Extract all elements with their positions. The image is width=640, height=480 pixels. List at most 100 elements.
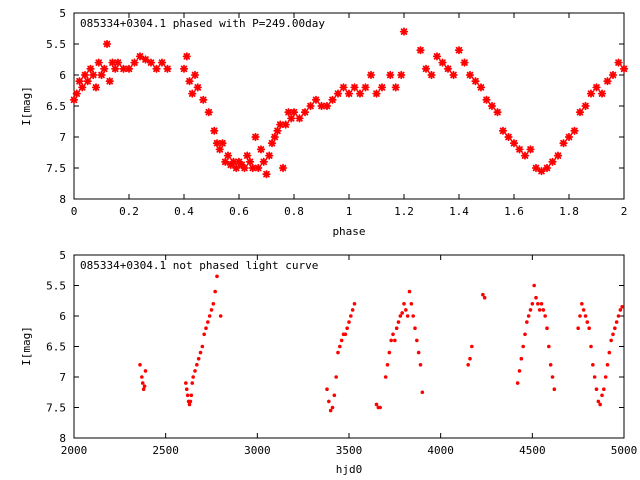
data-point <box>385 363 390 367</box>
data-point <box>548 157 557 166</box>
y-tick-label: 7.5 <box>46 162 66 175</box>
data-point <box>191 375 195 379</box>
data-point <box>416 350 421 355</box>
data-point <box>213 289 217 294</box>
data-point <box>325 387 329 392</box>
data-point <box>300 108 310 117</box>
data-point <box>332 393 337 398</box>
data-point <box>306 101 315 111</box>
x-tick-label: 2500 <box>152 444 179 457</box>
data-point <box>598 402 602 407</box>
data-point <box>262 170 271 179</box>
data-point <box>420 390 425 395</box>
data-point <box>223 151 233 160</box>
data-point <box>199 95 208 104</box>
data-point <box>345 326 349 331</box>
data-point <box>402 302 406 306</box>
data-point <box>581 101 590 111</box>
x-axis-label: phase <box>332 225 365 238</box>
data-point <box>537 308 542 312</box>
data-point <box>215 274 219 279</box>
x-tick-label: 1 <box>346 205 353 218</box>
data-point <box>204 326 208 331</box>
data-point <box>295 114 304 123</box>
data-point <box>543 314 547 318</box>
y-tick-label: 6 <box>59 310 66 323</box>
x-tick-label: 0.4 <box>174 205 194 218</box>
data-point <box>528 308 533 312</box>
data-point <box>265 151 274 160</box>
data-point <box>545 326 549 331</box>
data-point <box>600 393 604 398</box>
x-tick-label: 2 <box>621 205 628 218</box>
data-point <box>207 314 212 318</box>
unphased-light-curve-panel: 085334+0304.1 not phased light curve hjd… <box>20 249 637 476</box>
data-point <box>204 108 213 117</box>
data-point <box>391 332 395 337</box>
data-point <box>141 387 146 392</box>
data-point <box>614 320 619 324</box>
data-point <box>578 314 582 318</box>
data-point <box>245 157 255 166</box>
data-point <box>618 308 623 312</box>
data-point <box>476 83 486 92</box>
data-point <box>198 350 203 355</box>
data-point <box>413 326 417 331</box>
data-point <box>415 338 419 343</box>
y-tick-label: 5.5 <box>46 280 66 293</box>
y-tick-label: 8 <box>59 193 66 206</box>
data-point <box>547 344 551 349</box>
chart-title: 085334+0304.1 phased with P=249.00day <box>80 17 325 30</box>
data-point <box>504 132 513 142</box>
data-point <box>389 338 393 343</box>
data-point <box>102 39 112 49</box>
data-point <box>536 302 540 306</box>
data-point <box>185 77 194 86</box>
data-point <box>481 292 485 297</box>
data-point <box>498 126 508 135</box>
data-point <box>328 95 337 104</box>
data-point <box>189 393 194 398</box>
data-point <box>94 58 103 67</box>
data-point <box>209 308 214 312</box>
y-tick-label: 7 <box>59 131 66 144</box>
axis-ticks: 2000 2500 3000 3500 4000 4500 5000 5 5.5 6 6.5 7 7.5… <box>46 249 637 457</box>
data-point <box>470 344 474 349</box>
data-point <box>185 393 190 398</box>
y-tick-label: 6.5 <box>46 100 66 113</box>
axis-ticks: 0 0.2 0.4 0.6 0.8 1 1.2 1.4 1.6 1.8 2 5 5.5 6 6.5 7 7.5 8 <box>46 7 627 218</box>
data-point <box>468 356 472 361</box>
data-point <box>221 157 230 166</box>
data-point <box>267 139 277 148</box>
y-tick-label: 8 <box>59 432 66 445</box>
data-point <box>111 64 120 73</box>
y-tick-label: 7 <box>59 371 66 384</box>
data-point <box>421 64 431 73</box>
data-point <box>251 132 260 142</box>
data-point <box>141 55 150 64</box>
data-point <box>113 58 123 67</box>
data-point <box>509 139 519 148</box>
data-point <box>443 64 453 73</box>
data-point <box>530 302 535 306</box>
data-point <box>135 52 145 61</box>
data-point <box>361 83 370 92</box>
data-point <box>157 58 167 67</box>
data-point <box>152 64 161 73</box>
data-point <box>580 302 584 306</box>
data-point <box>89 70 98 80</box>
data-points <box>69 27 629 179</box>
data-point <box>378 405 382 410</box>
data-point <box>416 46 425 55</box>
x-tick-label: 3500 <box>336 444 363 457</box>
data-point <box>163 64 172 73</box>
data-point <box>534 295 538 300</box>
data-point <box>352 302 357 306</box>
data-point <box>143 369 148 373</box>
data-point <box>608 70 618 80</box>
x-tick-label: 1.4 <box>449 205 469 218</box>
data-point <box>515 145 524 154</box>
data-point <box>404 308 408 312</box>
data-point <box>105 77 114 86</box>
